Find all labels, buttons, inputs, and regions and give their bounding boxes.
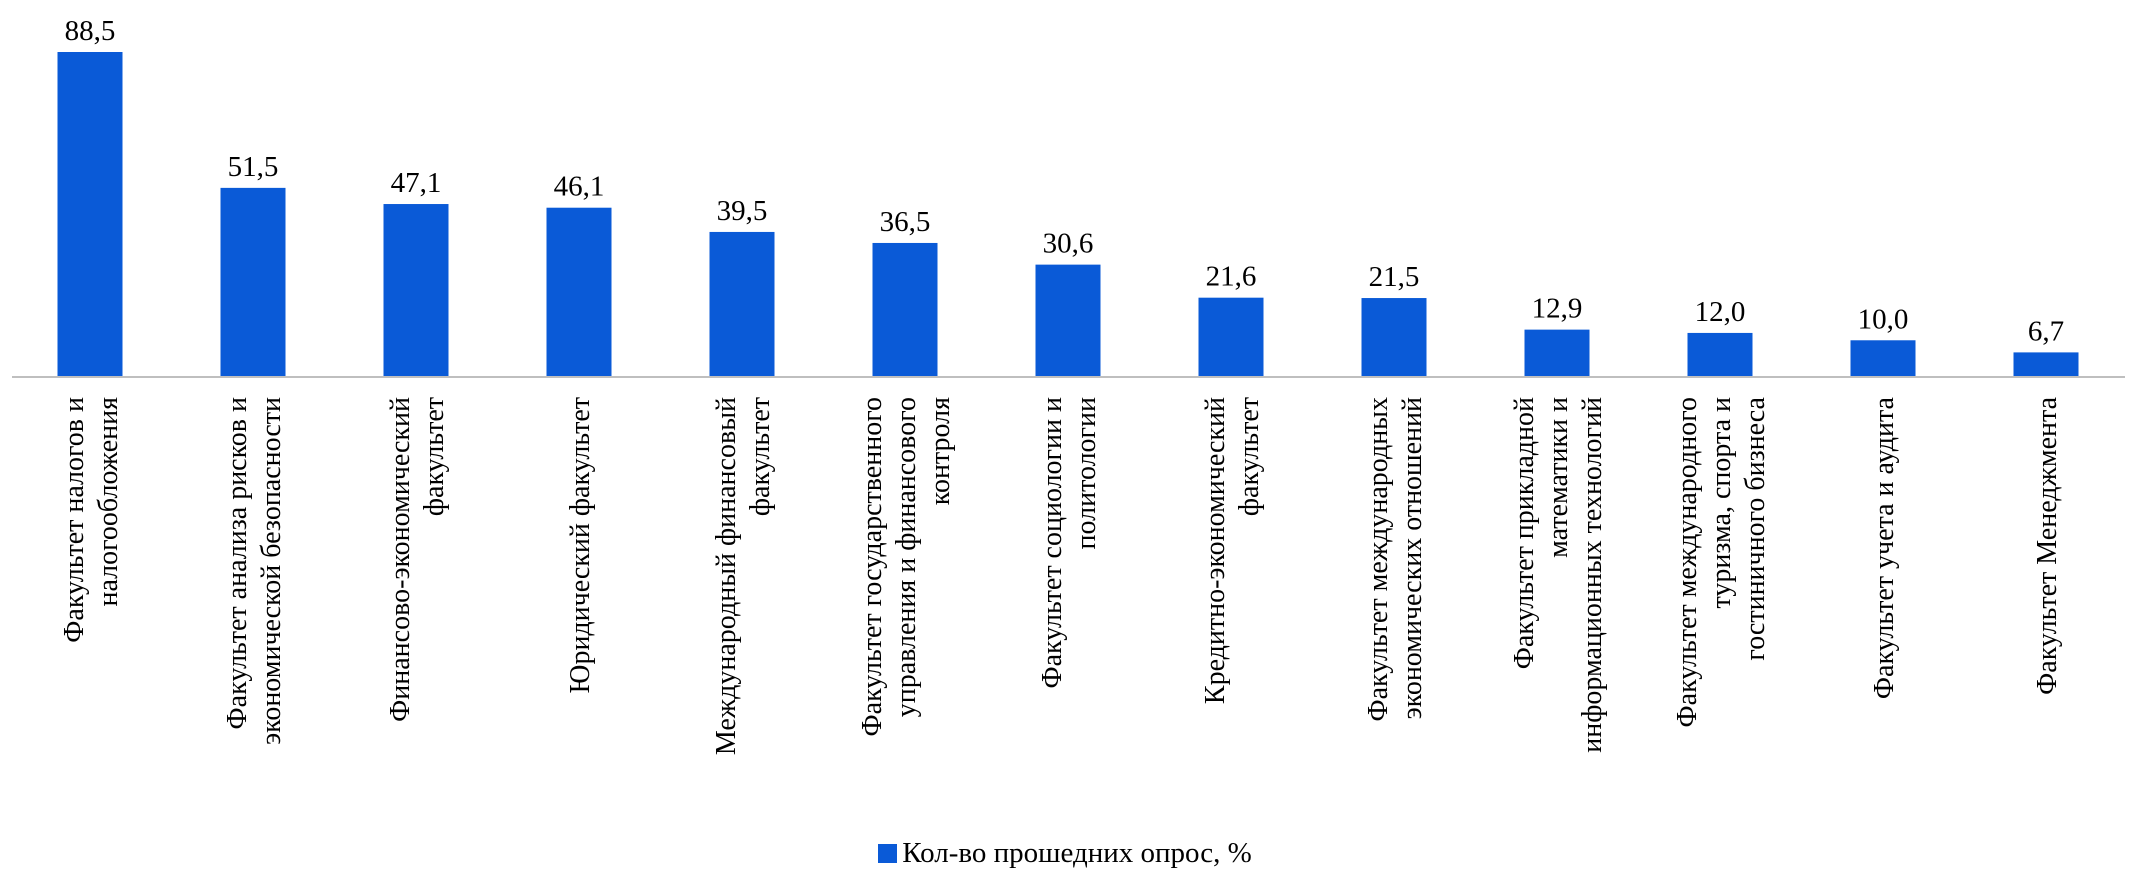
data-label: 12,9 [1532,293,1583,325]
bar [1850,340,1916,377]
category-label-line: контроля [925,397,956,505]
category-label-line: Факультет Менеджмента [2032,396,2063,694]
data-label: 30,6 [1043,228,1094,260]
category-label-line: факультет [745,397,776,516]
category-label: Факультет государственного управления и ф… [857,397,956,737]
category-label: Юридический факультет [565,397,596,693]
category-label-line: факультет [1234,397,1265,516]
bar [220,187,286,377]
bar [546,207,612,377]
category-label-line: Международный финансовый [711,397,742,755]
bar [1687,332,1753,377]
bar [383,204,449,377]
category-label-line: Факультет социологии и [1037,397,1068,689]
data-label: 21,6 [1206,261,1257,293]
category-label: Факультет международного туризма, спорта … [1672,396,1771,727]
category-label-line: Факультет налогов и [59,397,90,643]
category-label-line: налогообложения [93,397,124,607]
data-label: 12,0 [1695,296,1746,328]
category-labels: Факультет налогов и налогообложения Факуль… [59,396,2063,755]
category-label: Факультет Менеджмента [2032,396,2063,694]
category-label: Факультет социологии и политологии [1037,397,1102,689]
legend-label: Кол-во прошедних опрос, % [902,837,1252,869]
data-label: 39,5 [717,195,768,227]
category-label-line: гостиничного бизнеса [1740,396,1771,660]
legend: Кол-во прошедних опрос, % [0,836,2130,870]
bar [1524,329,1590,377]
bars [57,52,2079,377]
category-label-line: информационных технологий [1577,397,1608,753]
data-label: 47,1 [391,167,442,199]
category-label-line: Факультет международного [1672,397,1703,727]
category-label-line: политологии [1071,397,1102,550]
category-label-line: Финансово-экономический [385,397,416,722]
data-label: 46,1 [554,171,605,203]
category-label: Факультет прикладной математики и информац… [1509,397,1608,753]
category-label: Финансово-экономический факультет [385,397,450,722]
bar [1035,264,1101,377]
category-label-line: экономической безопасности [256,397,287,745]
data-label: 21,5 [1369,261,1420,293]
category-label-line: Факультет международных [1363,397,1394,722]
category-label: Факультет международных экономических отн… [1363,397,1428,722]
bar [872,242,938,377]
value-labels: 88,5 51,5 47,1 46,1 39,5 36,5 30,6 21,6 21,5 12,9… [65,15,2065,347]
bar [2013,352,2079,377]
category-label-line: Юридический факультет [565,397,596,693]
category-label-line: Факультет государственного [857,397,888,736]
bar [1198,297,1264,377]
data-label: 36,5 [880,206,931,238]
category-label-line: Факультет анализа рисков и [222,397,253,729]
category-label-line: управления и финансового [891,397,922,717]
category-label: Факультет учета и аудита [1869,396,1900,699]
bar [709,231,775,377]
category-label-line: экономических отношений [1397,397,1428,719]
bar-chart-plot: 88,5 51,5 47,1 46,1 39,5 36,5 30,6 21,6 21,5 12,9… [12,15,2125,755]
data-label: 51,5 [228,151,279,183]
category-label-line: Кредитно-экономический [1200,397,1231,704]
data-label: 88,5 [65,15,116,47]
category-label: Международный финансовый факультет [711,397,776,755]
category-label-line: туризма, спорта и [1706,397,1737,609]
category-label: Кредитно-экономический факультет [1200,397,1265,704]
category-label-line: Факультет прикладной [1509,397,1540,669]
bar [57,52,123,377]
category-label-line: Факультет учета и аудита [1869,396,1900,699]
category-label-line: факультет [419,397,450,516]
data-label: 6,7 [2028,315,2064,347]
category-label-line: математики и [1543,397,1574,558]
legend-swatch [878,844,898,863]
category-label: Факультет налогов и налогообложения [59,397,124,643]
data-label: 10,0 [1858,303,1909,335]
category-label: Факультет анализа рисков и экономической … [222,397,287,745]
bar [1361,298,1427,377]
